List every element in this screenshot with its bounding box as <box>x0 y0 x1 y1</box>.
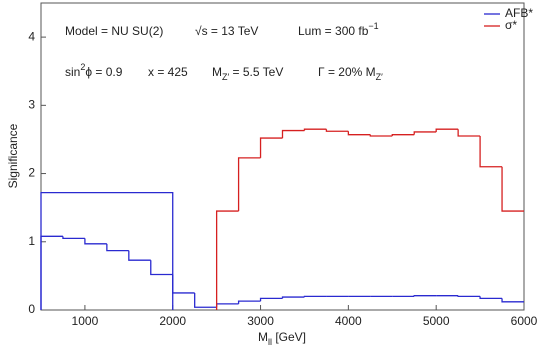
annotation-part: Z′ <box>222 72 229 82</box>
step-segment <box>62 236 85 240</box>
annotation-part: Lum = 300 fb <box>298 24 369 38</box>
step-segment <box>172 274 195 294</box>
legend-label: σ* <box>505 18 517 32</box>
step-segment <box>303 295 327 298</box>
step-segment <box>435 128 459 132</box>
step-segment <box>479 136 503 168</box>
annotation: Γ = 20% MZ′ <box>318 65 383 82</box>
annotation-part: Model = NU SU(2) <box>65 24 163 38</box>
annotation-part: M <box>212 65 222 79</box>
annotation: MZ′ = 5.5 TeV <box>212 65 283 82</box>
step-segment <box>281 129 305 139</box>
annotation: Lum = 300 fb−1 <box>298 21 379 38</box>
annotation-part: 2 <box>80 62 85 72</box>
y-tick-label: 1 <box>28 234 35 248</box>
y-tick-label: 0 <box>28 302 35 316</box>
annotation-part: Z′ <box>376 72 383 82</box>
step-segment <box>237 300 261 304</box>
step-segment <box>40 192 174 310</box>
y-tick-label: 2 <box>28 166 35 180</box>
step-segment <box>194 292 217 308</box>
annotation-part: Γ = 20% M <box>318 65 376 79</box>
x-axis-label-part: ll <box>268 337 272 347</box>
y-axis-label: Significance <box>6 123 20 188</box>
frame <box>40 2 525 311</box>
step-segment <box>215 303 239 308</box>
step-segment <box>84 238 107 245</box>
annotation-part: = 5.5 TeV <box>229 65 283 79</box>
annotation-part: √s = 13 TeV <box>195 24 258 38</box>
step-segment <box>369 134 393 137</box>
step-segment <box>215 210 239 310</box>
step-segment <box>128 250 151 261</box>
step-segment <box>303 128 327 131</box>
x-tick-label: 1000 <box>72 314 99 328</box>
annotation: x = 425 <box>148 65 188 79</box>
x-axis-label-part: [GeV] <box>272 330 306 344</box>
y-tick-label: 3 <box>28 98 35 112</box>
y-tick-label: 4 <box>28 29 35 43</box>
annotation: Model = NU SU(2) <box>65 24 163 38</box>
x-tick-label: 6000 <box>511 314 538 328</box>
step-segment <box>347 131 371 136</box>
step-segment <box>40 235 63 310</box>
legend-label: AFB* <box>505 6 533 20</box>
step-segment <box>501 166 524 212</box>
x-tick-label: 2000 <box>159 314 186 328</box>
step-segment <box>259 137 283 158</box>
step-segment <box>259 297 283 302</box>
step-segment <box>106 243 129 252</box>
step-segment <box>413 131 437 135</box>
x-axis-label-part: M <box>258 330 268 344</box>
annotation: √s = 13 TeV <box>195 24 258 38</box>
step-segment <box>413 295 437 297</box>
step-segment <box>391 134 415 137</box>
x-tick-label: 5000 <box>423 314 450 328</box>
x-axis-label: Mll [GeV] <box>258 330 306 347</box>
step-segment <box>457 129 481 137</box>
annotation: sin2ϕ = 0.9 <box>65 62 123 79</box>
x-tick-label: 4000 <box>335 314 362 328</box>
annotation-part: sin <box>65 65 80 79</box>
step-segment <box>479 296 503 300</box>
step-segment <box>237 157 261 212</box>
step-segment <box>501 298 524 303</box>
step-segment <box>150 260 173 276</box>
step-segment <box>457 295 481 298</box>
step-segment <box>325 129 349 132</box>
x-tick-label: 3000 <box>247 314 274 328</box>
annotation-part: ϕ = 0.9 <box>85 65 122 79</box>
step-segment <box>281 296 305 299</box>
annotation-part: −1 <box>368 21 378 31</box>
annotation-part: x = 425 <box>148 65 188 79</box>
